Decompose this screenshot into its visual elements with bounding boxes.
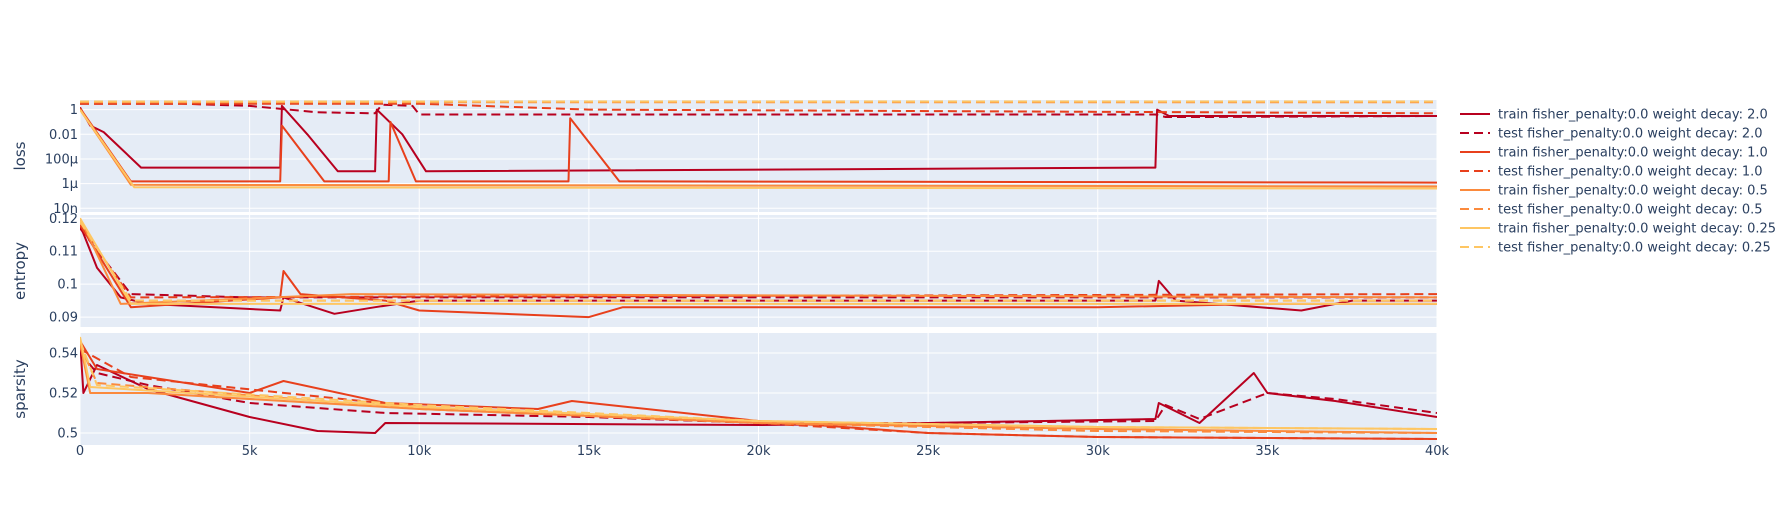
panel-loss: 1 0.01 100μ 1μ 10n loss [11, 100, 1438, 217]
x-tick-label: 25k [916, 444, 941, 459]
y-tick-label: 0.52 [49, 387, 78, 402]
legend-item[interactable]: train fisher_penalty:0.0 weight decay: 0… [1460, 184, 1768, 199]
panel-entropy: 0.12 0.11 0.1 0.09 entropy [11, 212, 1438, 327]
series-line [80, 102, 1437, 115]
series-line [80, 102, 1437, 118]
y-axis-title: loss [11, 141, 29, 170]
x-tick-label: 30k [1086, 444, 1111, 459]
y-axis-title: sparsity [11, 359, 29, 419]
series-line [80, 109, 1437, 190]
x-tick-label: 0 [76, 444, 84, 459]
series-line [80, 107, 1437, 184]
panel-sparsity: 0.54 0.52 0.5 sparsity [11, 333, 1438, 445]
x-tick-label: 10k [407, 444, 432, 459]
series-group [80, 336, 1437, 440]
series-line [80, 221, 1437, 302]
series-line [80, 227, 1437, 299]
y-tick-label: 0.5 [57, 427, 78, 442]
y-tick-label: 1μ [61, 177, 78, 192]
y-tick-label: 10n [53, 202, 78, 217]
legend-label: test fisher_penalty:0.0 weight decay: 2.… [1498, 127, 1763, 142]
y-tick-label: 0.11 [49, 245, 78, 260]
legend-item[interactable]: test fisher_penalty:0.0 weight decay: 0.… [1460, 241, 1771, 256]
legend-item[interactable]: train fisher_penalty:0.0 weight decay: 2… [1460, 108, 1768, 123]
series-line [80, 344, 1437, 434]
x-tick-label: 35k [1255, 444, 1280, 459]
x-tick-label: 5k [242, 444, 258, 459]
legend-item[interactable]: test fisher_penalty:0.0 weight decay: 0.… [1460, 203, 1763, 218]
x-tick-label: 20k [746, 444, 771, 459]
x-tick-label: 40k [1425, 444, 1450, 459]
legend-label: test fisher_penalty:0.0 weight decay: 1.… [1498, 165, 1763, 180]
y-axis-title: entropy [11, 242, 29, 300]
legend-label: train fisher_penalty:0.0 weight decay: 2… [1498, 108, 1768, 123]
chart-panels: 1 0.01 100μ 1μ 10n loss 0.12 0.11 0.1 0.09 entropy… [11, 100, 1438, 445]
legend-label: train fisher_penalty:0.0 weight decay: 0… [1498, 222, 1776, 237]
y-tick-label: 100μ [45, 152, 78, 167]
legend-item[interactable]: train fisher_penalty:0.0 weight decay: 0… [1460, 222, 1776, 237]
series-line [80, 104, 1437, 173]
legend: train fisher_penalty:0.0 weight decay: 2… [1460, 108, 1776, 256]
series-line [80, 340, 1437, 430]
y-tick-label: 0.12 [49, 212, 78, 227]
legend-label: test fisher_penalty:0.0 weight decay: 0.… [1498, 241, 1771, 256]
x-tick-label: 15k [577, 444, 602, 459]
y-tick-label: 0.09 [49, 311, 78, 326]
legend-item[interactable]: test fisher_penalty:0.0 weight decay: 2.… [1460, 127, 1763, 142]
legend-label: train fisher_penalty:0.0 weight decay: 1… [1498, 146, 1768, 161]
y-tick-label: 1 [70, 103, 78, 118]
x-axis: 0 5k 10k 15k 20k 25k 30k 35k 40k [76, 444, 1450, 459]
legend-label: train fisher_penalty:0.0 weight decay: 0… [1498, 184, 1768, 199]
series-group [80, 217, 1437, 319]
y-tick-label: 0.1 [57, 278, 78, 293]
legend-item[interactable]: train fisher_penalty:0.0 weight decay: 1… [1460, 146, 1768, 161]
series-line [80, 217, 1437, 305]
legend-label: test fisher_penalty:0.0 weight decay: 0.… [1498, 203, 1763, 218]
y-tick-label: 0.01 [49, 128, 78, 143]
y-tick-label: 0.54 [49, 347, 78, 362]
legend-item[interactable]: test fisher_penalty:0.0 weight decay: 1.… [1460, 165, 1763, 180]
series-group [80, 100, 1437, 190]
